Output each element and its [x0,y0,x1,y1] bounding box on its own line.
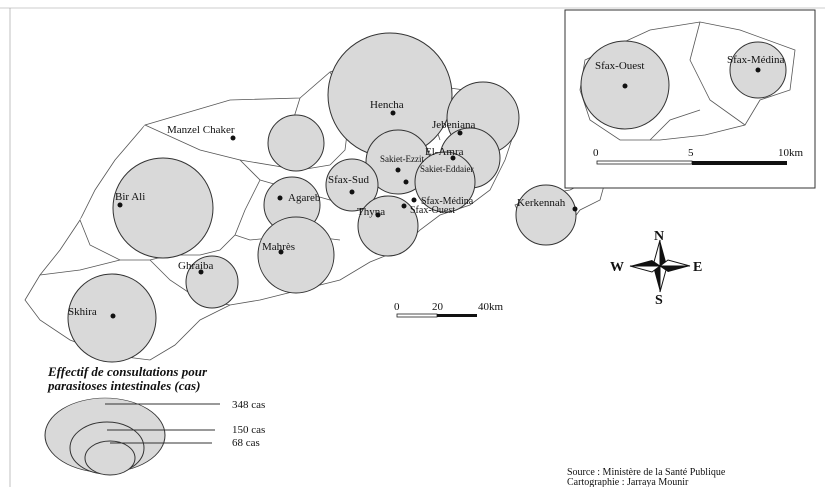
circle [357,195,419,257]
dot [450,155,456,161]
dot [117,202,123,208]
inset-scale-label: 10km [778,147,804,159]
place-label: Ghraiba [178,260,214,272]
dot [457,130,463,136]
compass-arrow [630,260,660,266]
place-label: Bir Ali [115,191,145,203]
place-label: El-Amra [425,146,464,158]
place-label: Skhira [68,306,97,318]
scale-label: 20 [432,301,444,313]
source: Source : Ministère de la Santé Publique [567,467,726,478]
dot [755,67,761,73]
source: Cartographie : Jarraya Mounir [567,477,689,487]
compass-arrow [660,266,690,272]
dot [349,189,355,195]
scale-segment [437,314,477,317]
place-label: Sakiet-Ezzit [380,154,424,164]
circle [325,158,379,212]
dot [375,212,381,218]
dot [230,135,236,141]
legend-title: Effectif de consultations pour [47,364,208,379]
inset: Sfax-Ouest Sfax-Médina 0 5 10km [564,9,816,189]
place-label: Hencha [370,99,404,111]
compass-arrow [660,240,666,266]
place-label: Mahrès [262,241,295,253]
place-label: Sfax-Ouest [410,205,455,216]
dot [390,110,396,116]
scale-bar: 0 20 40km [394,301,504,318]
circle [257,216,335,294]
circle [267,114,325,172]
dot [401,203,407,209]
place-label: Kerkennah [517,197,566,209]
dot [572,206,578,212]
compass-label: N [654,229,664,244]
circle [112,157,214,259]
inset-borders [649,21,746,141]
dot [622,83,628,89]
inset-scale [692,161,787,165]
inset-label: Sfax-Ouest [595,60,645,72]
circle [515,184,577,246]
legend: Effectif de consultations pour parasitos… [44,364,265,476]
dot [411,197,417,203]
dot [403,179,409,185]
place-label: Sfax-Médina [421,196,474,207]
legend-label: 68 cas [232,437,260,449]
legend-title: parasitoses intestinales (cas) [47,378,200,393]
circle [185,255,239,309]
circles [67,32,577,363]
legend-circle [84,440,136,476]
compass-arrow [658,259,691,267]
compass-label: S [655,293,663,308]
place-label: Sfax-Sud [328,174,369,186]
inset-label: Sfax-Médina [727,54,785,66]
place-label: Sakiet-Eddaier [420,164,473,174]
dot [277,195,283,201]
compass: N S E W [610,229,702,308]
place-label: Manzel Chaker [167,124,235,136]
legend-label: 348 cas [232,399,265,411]
inset-scale-label: 0 [593,147,599,159]
scale-segment [396,313,438,318]
place-label: Agareb [288,192,321,204]
circle [414,151,476,213]
inset-scale-label: 5 [688,147,694,159]
place-label: Jebeniana [432,119,475,131]
compass-arrow [629,265,662,273]
legend-label: 150 cas [232,424,265,436]
compass-label: E [693,260,702,275]
scale-label: 40km [478,301,504,313]
scale-label: 0 [394,301,400,313]
compass-arrow [654,266,660,292]
place-label: Thyna [357,206,385,218]
dot [110,313,116,319]
dot [395,167,401,173]
dot [198,269,204,275]
dot [278,249,284,255]
compass-label: W [610,260,624,275]
inset-scale [596,160,693,165]
